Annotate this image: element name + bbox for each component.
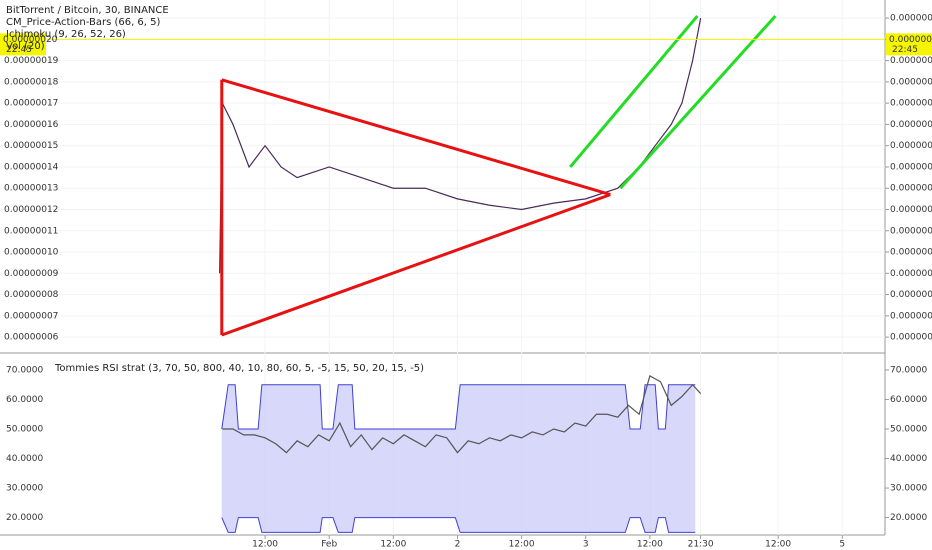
y-tick-label: 0.00000006 [890, 333, 932, 343]
rsi-tick-label: 50.0000 [890, 424, 927, 434]
y-tick-label: 0.00000019 [890, 56, 932, 66]
y-tick-label-left: 0.00000006 [4, 333, 59, 343]
y-tick-label: 0.00000011 [890, 226, 932, 236]
current-price-time: 22:45 [892, 45, 918, 55]
y-tick-label: 0.00000016 [890, 120, 932, 130]
rsi-band-lower [221, 517, 696, 533]
rsi-tick-label-left: 50.0000 [6, 424, 43, 434]
rsi-band [221, 384, 696, 533]
y-tick-label-left: 0.00000014 [4, 162, 59, 172]
x-tick-label: 12:00 [765, 540, 791, 550]
x-tick-label: 12:00 [380, 540, 406, 550]
rsi-tick-label-left: 60.0000 [6, 395, 43, 405]
rsi-title: Tommies RSI strat (3, 70, 50, 800, 40, 1… [54, 363, 424, 374]
y-tick-label-left: 0.00000016 [4, 120, 59, 130]
y-tick-label: 0.00000017 [890, 99, 932, 109]
x-tick-label: Feb [321, 540, 337, 550]
rsi-tick-label-left: 70.0000 [6, 365, 43, 375]
legend-indicator: Vol (20) [6, 41, 45, 52]
current-price-badge-left [0, 33, 46, 56]
x-tick-label: 12:00 [637, 540, 663, 550]
trendline [569, 14, 699, 168]
y-tick-label: 0.00000018 [890, 77, 932, 87]
rsi-tick-label: 60.0000 [890, 395, 927, 405]
rsi-tick-label-left: 40.0000 [6, 454, 43, 464]
y-tick-label: 0.00000015 [890, 141, 932, 151]
y-tick-label: 0.00000012 [890, 205, 932, 215]
rsi-tick-label: 40.0000 [890, 454, 927, 464]
x-tick-label: 3 [583, 540, 589, 550]
y-tick-label-left: 0.00000013 [4, 184, 58, 194]
y-tick-label: 0.00000010 [890, 248, 932, 258]
x-tick-label: 12:00 [509, 540, 535, 550]
y-tick-label-left: 0.00000015 [4, 141, 58, 151]
x-tick-label: 12:00 [252, 540, 278, 550]
legend-title: BitTorrent / Bitcoin, 30, BINANCE [6, 5, 169, 16]
trendline [221, 193, 611, 337]
rsi-tick-label: 70.0000 [890, 365, 927, 375]
y-tick-label: 0.00000007 [890, 311, 932, 321]
y-tick-label: 0.00000009 [890, 269, 932, 279]
y-tick-label: 0.00000014 [890, 162, 932, 172]
y-tick-label: 0.00000013 [890, 184, 932, 194]
y-tick-label-left: 0.00000012 [4, 205, 58, 215]
rsi-tick-label: 20.0000 [890, 513, 927, 523]
series-line [219, 17, 702, 274]
legend-indicator: CM_Price-Action-Bars (66, 6, 5) [6, 17, 161, 28]
rsi-tick-label-left: 30.0000 [6, 484, 43, 494]
current-price-time: 22:45 [6, 45, 32, 55]
legend-indicator: Ichimoku (9, 26, 52, 26) [6, 29, 126, 40]
trendline [221, 78, 611, 197]
y-tick-label-left: 0.00000007 [4, 311, 58, 321]
y-tick-label-left: 0.00000009 [4, 269, 59, 279]
y-tick-label-left: 0.00000019 [4, 56, 59, 66]
y-tick-label-left: 0.00000017 [4, 99, 58, 109]
x-tick-label: 21:30 [688, 540, 714, 550]
trendline [619, 14, 777, 190]
x-tick-label: 2 [455, 540, 461, 550]
y-tick-label: 0.00000021 [890, 14, 932, 24]
y-tick-label-left: 0.00000008 [4, 290, 59, 300]
x-tick-label: 5 [839, 540, 845, 550]
rsi-band-upper [221, 384, 696, 430]
rsi-tick-label-left: 20.0000 [6, 513, 43, 523]
y-tick-label-left: 0.00000011 [4, 226, 58, 236]
series-line [222, 374, 702, 454]
current-price-label: 0.00000020 [889, 35, 932, 45]
y-tick-label-left: 0.00000018 [4, 77, 59, 87]
rsi-tick-label: 30.0000 [890, 484, 927, 494]
current-price-badge-right [886, 33, 932, 56]
y-tick-label-left: 0.00000010 [4, 248, 59, 258]
current-price-label: 0.00000020 [3, 35, 58, 45]
y-tick-label: 0.00000008 [890, 290, 932, 300]
